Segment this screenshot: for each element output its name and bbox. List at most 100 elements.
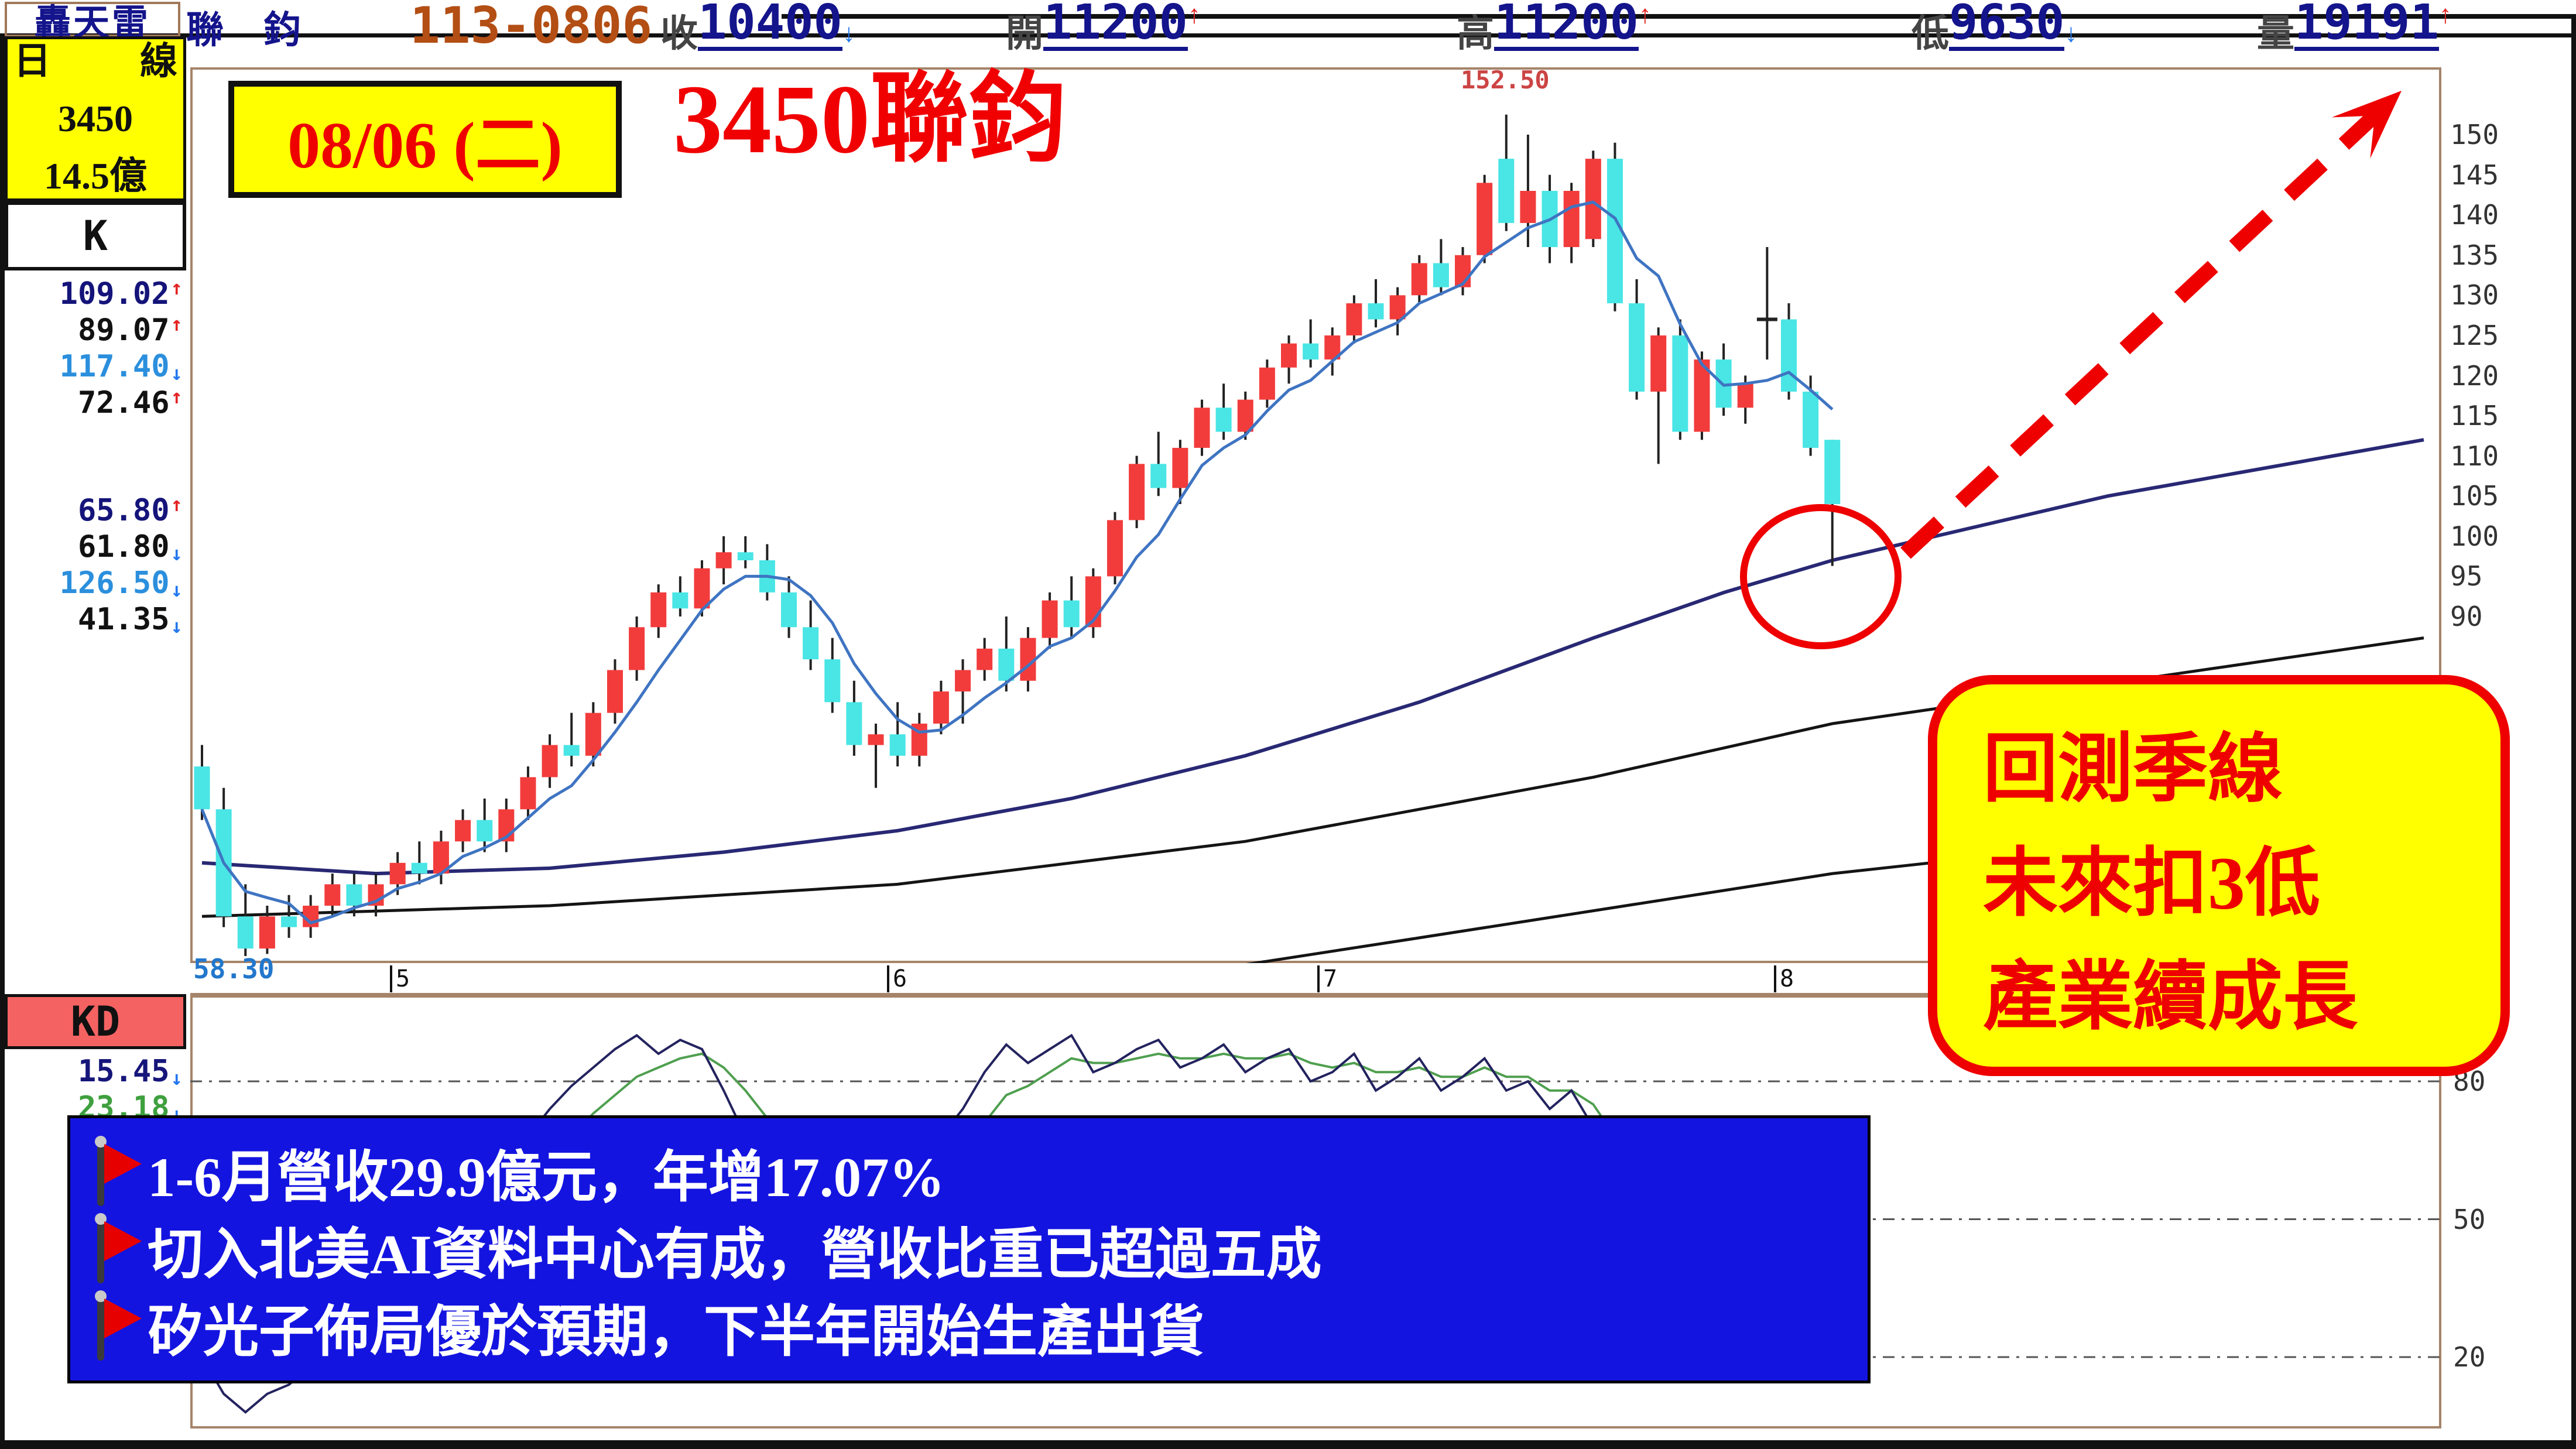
candle-up bbox=[1389, 295, 1406, 320]
candle-up bbox=[520, 777, 536, 810]
min-price-label: 58.30 bbox=[193, 953, 275, 985]
month-tick-label: 5 bbox=[390, 965, 410, 992]
indicator-value: 65.80 bbox=[77, 493, 170, 528]
candle-up bbox=[389, 862, 406, 885]
candle-down bbox=[1368, 303, 1384, 320]
open-up-arrow-icon: ↑ bbox=[1187, 0, 1201, 29]
indicator-value: 72.46 bbox=[77, 385, 170, 420]
candle-up bbox=[629, 627, 645, 670]
up-arrow-icon: ↑ bbox=[170, 385, 183, 409]
indicator-value-row: 89.07 ↑ bbox=[0, 313, 186, 349]
volume-label: 量 bbox=[2257, 13, 2294, 54]
candle-down bbox=[998, 648, 1015, 681]
yellow-callout-box: 回測季線 未來扣3低 產業續成長 bbox=[1928, 675, 2510, 1076]
open-value: 11200 bbox=[1043, 0, 1188, 51]
candle-up bbox=[1411, 263, 1427, 296]
flag-icon bbox=[91, 1290, 148, 1363]
news-text: 1-6月營收29.9億元，年增17.07% bbox=[148, 1146, 945, 1208]
candle-down bbox=[737, 552, 753, 560]
brand-box: 轟天雷 bbox=[5, 2, 180, 43]
indicator-value-row: 72.46 ↑ bbox=[0, 385, 186, 422]
candle-down bbox=[1433, 263, 1449, 287]
indicator-value-row: 65.80 ↑ bbox=[0, 493, 186, 529]
close-label: 收 bbox=[660, 13, 698, 54]
candle-down bbox=[889, 734, 906, 756]
price-tick-label: 115 bbox=[2450, 400, 2499, 432]
price-tick-label: 130 bbox=[2450, 279, 2499, 311]
close-group: 收 10400 ↓ bbox=[660, 0, 855, 57]
candle-up bbox=[1194, 407, 1210, 448]
candle-down bbox=[1215, 407, 1232, 432]
indicator-value-row: 15.45 ↓ bbox=[0, 1054, 186, 1090]
page-title: 3450聯鈞 bbox=[673, 65, 1067, 174]
candle-down bbox=[1780, 319, 1797, 392]
candle-down bbox=[824, 659, 841, 703]
candle-up bbox=[933, 691, 949, 724]
high-value: 11200 bbox=[1494, 0, 1639, 51]
indicator-value: 15.45 bbox=[77, 1054, 170, 1089]
flag-icon bbox=[91, 1136, 148, 1208]
indicator-value-row: 109.02 ↑ bbox=[0, 276, 186, 313]
indicator-value-row: 61.80 ↓ bbox=[0, 529, 186, 566]
candle-up bbox=[259, 916, 275, 949]
low-value: 9630 bbox=[1949, 0, 2065, 51]
price-tick-label: 135 bbox=[2450, 239, 2499, 271]
candle-down bbox=[281, 916, 297, 927]
candle-down bbox=[803, 627, 819, 660]
k-indicator-header[interactable]: K bbox=[5, 201, 186, 270]
kd-indicator-header[interactable]: KD bbox=[5, 994, 186, 1049]
news-item: 切入北美AI資料中心有成，營收比重已超過五成 bbox=[91, 1211, 1868, 1288]
candle-up bbox=[1346, 303, 1362, 335]
period-info-box[interactable]: 日線 3450 14.5億 bbox=[5, 36, 186, 201]
month-tick-label: 7 bbox=[1317, 965, 1337, 992]
indicator-value: 61.80 bbox=[77, 529, 170, 564]
candle-up bbox=[1477, 183, 1493, 255]
low-down-arrow-icon: ↓ bbox=[2064, 19, 2078, 47]
high-label: 高 bbox=[1457, 13, 1494, 54]
price-tick-label: 120 bbox=[2450, 359, 2499, 392]
candle-up bbox=[1650, 335, 1667, 392]
up-arrow-icon: ↑ bbox=[170, 276, 183, 300]
price-tick-label: 140 bbox=[2450, 199, 2499, 231]
month-axis: 5 6 7 8 bbox=[190, 963, 2441, 995]
header-date-code: 113-0806 bbox=[410, 0, 653, 55]
indicator-value-row: 126.50 ↓ bbox=[0, 566, 186, 602]
stock-name: 聯 鈞 bbox=[186, 9, 302, 51]
candle-down bbox=[781, 592, 797, 628]
candle-up bbox=[977, 648, 993, 670]
news-text: 矽光子佈局優於預期，下半年開始生產出貨 bbox=[148, 1300, 1205, 1363]
candle-down bbox=[1824, 440, 1841, 504]
ma-value-list-2: 65.80 ↑ 61.80 ↓ 126.50 ↓ 41.35 ↓ bbox=[0, 493, 186, 638]
close-down-arrow-icon: ↓ bbox=[842, 19, 855, 47]
candle-down bbox=[1303, 343, 1319, 360]
header-top-border bbox=[782, 14, 2576, 19]
highlight-circle bbox=[1740, 504, 1902, 649]
trend-arrow-shaft bbox=[1900, 97, 2394, 559]
stock-code: 3450 bbox=[58, 98, 133, 139]
down-arrow-icon: ↓ bbox=[170, 578, 183, 602]
news-box: 1-6月營收29.9億元，年增17.07% 切入北美AI資料中心有成，營收比重已超… bbox=[67, 1115, 1871, 1383]
open-group: 開 11200 ↑ bbox=[1006, 0, 1201, 57]
volume-value: 19191 bbox=[2294, 0, 2439, 51]
candle-down bbox=[411, 862, 427, 874]
indicator-value: 117.40 bbox=[59, 349, 170, 384]
yellow-callout-line: 回測季線 bbox=[1983, 728, 2283, 811]
right-edge-border bbox=[2571, 14, 2576, 1449]
down-arrow-icon: ↓ bbox=[170, 615, 183, 638]
indicator-value: 126.50 bbox=[59, 566, 170, 601]
candle-down bbox=[237, 916, 254, 949]
candle-up bbox=[1042, 600, 1058, 638]
candle-down bbox=[346, 884, 362, 906]
volume-group: 量 19191 ↑ bbox=[2257, 0, 2452, 57]
candle-up bbox=[455, 820, 471, 842]
kd-tick-label: 20 bbox=[2453, 1341, 2486, 1373]
candle-down bbox=[846, 702, 862, 745]
candle-up bbox=[868, 734, 884, 745]
price-tick-label: 150 bbox=[2450, 119, 2499, 150]
close-value: 10400 bbox=[698, 0, 842, 51]
candle-up bbox=[1520, 191, 1536, 223]
candle-down bbox=[1803, 391, 1819, 448]
candle-down bbox=[477, 820, 493, 842]
candle-up bbox=[1281, 343, 1297, 368]
header-bottom-border bbox=[0, 33, 2576, 37]
